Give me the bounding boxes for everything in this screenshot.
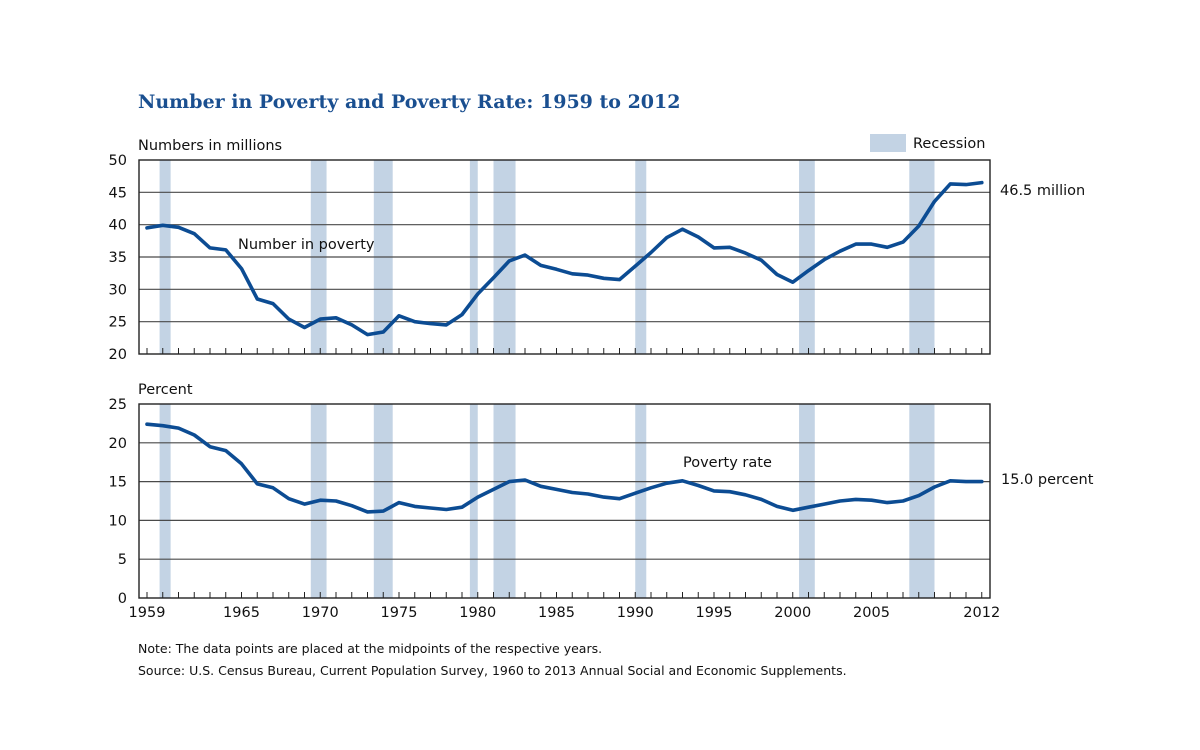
annotation-poverty-rate: Poverty rate (683, 455, 772, 471)
y-tick-label: 45 (109, 185, 127, 201)
x-tick-label: 2000 (774, 605, 811, 621)
annotation-number-in-poverty: Number in poverty (238, 237, 375, 253)
recession-band (635, 404, 647, 598)
y-tick-label: 50 (109, 153, 127, 169)
recession-band (909, 404, 935, 598)
x-tick-label: 2005 (853, 605, 890, 621)
y-tick-label: 40 (109, 218, 127, 234)
recession-band (159, 404, 171, 598)
x-tick-label: 1975 (381, 605, 418, 621)
plot-frame-top (138, 159, 991, 355)
end-label-15-percent: 15.0 percent (1001, 472, 1094, 488)
recession-band (799, 404, 815, 598)
y-ticks-bottom: 0 5 10 15 20 25 (109, 397, 127, 607)
panel-number-in-poverty: Numbers in millions 20 25 30 35 40 45 50 Numbe… (109, 138, 1086, 363)
gridlines-top (139, 191, 990, 323)
x-tick-label: 1985 (538, 605, 575, 621)
y-axis-title-top: Numbers in millions (138, 138, 282, 154)
legend-recession-label: Recession (913, 136, 985, 152)
y-tick-label: 5 (118, 552, 127, 568)
note-text: Note: The data points are placed at the … (138, 641, 602, 656)
x-tick-labels: 1959 1965 1970 1975 1980 1985 1990 1995 2000 2005… (129, 605, 1001, 621)
series-line-poverty-rate (145, 422, 984, 514)
x-ticks-bottom (146, 592, 983, 598)
recession-band (493, 404, 516, 598)
y-tick-label: 10 (109, 513, 127, 529)
source-text: Source: U.S. Census Bureau, Current Popu… (138, 663, 847, 678)
y-axis-title-bottom: Percent (138, 382, 193, 398)
x-tick-label: 1965 (223, 605, 260, 621)
recession-band (373, 404, 393, 598)
x-tick-label: 1980 (459, 605, 496, 621)
x-ticks-top (146, 348, 983, 354)
y-tick-label: 25 (109, 397, 127, 413)
y-ticks-top: 20 25 30 35 40 45 50 (109, 153, 127, 363)
series-line-number-in-poverty (145, 180, 984, 337)
chart-title: Number in Poverty and Poverty Rate: 1959… (138, 91, 680, 113)
x-tick-label: 2012 (963, 605, 1000, 621)
y-tick-label: 30 (109, 282, 127, 298)
y-tick-label: 35 (109, 250, 127, 266)
y-tick-label: 25 (109, 315, 127, 331)
y-tick-label: 20 (109, 436, 127, 452)
legend-recession-swatch (870, 134, 906, 152)
gridlines-bottom (139, 442, 990, 560)
x-tick-label: 1959 (129, 605, 166, 621)
x-tick-label: 1995 (696, 605, 733, 621)
y-tick-label: 20 (109, 347, 127, 363)
end-label-46-5-million: 46.5 million (1000, 183, 1085, 199)
recession-bands-bottom (159, 404, 935, 598)
x-tick-label: 1970 (302, 605, 339, 621)
y-tick-label: 0 (118, 591, 127, 607)
x-tick-label: 1990 (617, 605, 654, 621)
plot-frame-bottom (138, 403, 991, 599)
panel-poverty-rate: Percent 0 5 10 15 20 25 Poverty rate 15.0 per… (109, 382, 1094, 621)
y-tick-label: 15 (109, 475, 127, 491)
